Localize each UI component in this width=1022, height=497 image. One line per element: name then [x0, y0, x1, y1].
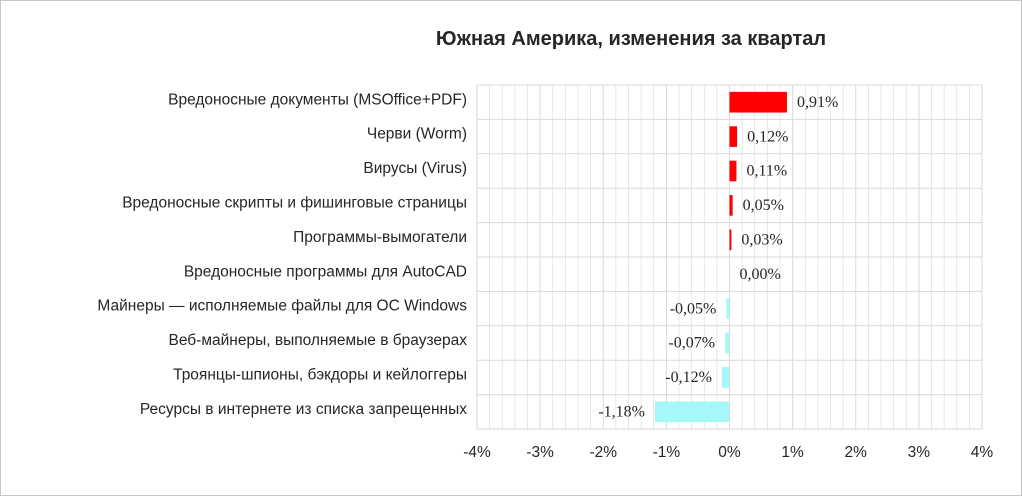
x-tick-label: -4%	[463, 444, 491, 461]
bar	[729, 126, 738, 147]
bar	[725, 332, 730, 354]
bar-layer	[655, 91, 787, 423]
data-label: 0,12%	[747, 128, 788, 145]
bar	[721, 367, 730, 388]
x-tick-label: 1%	[781, 444, 804, 461]
tick-layer: -4% -3% -2% -1% 0% 1% 2% 3% 4%	[463, 444, 993, 461]
x-tick-label: -2%	[589, 444, 617, 461]
bar	[729, 229, 732, 251]
data-label: 0,11%	[746, 163, 787, 180]
category-label: Программы-вымогатели	[293, 229, 467, 246]
bar	[729, 160, 737, 182]
x-tick-label: 2%	[845, 444, 868, 461]
category-label: Троянцы-шпионы, бэкдоры и кейлоггеры	[173, 366, 467, 383]
data-label: -0,07%	[668, 335, 715, 352]
bar	[726, 298, 730, 319]
data-label: 0,05%	[743, 197, 784, 214]
category-label: Майнеры — исполняемые файлы для ОС Windo…	[97, 298, 467, 315]
category-label: Вредоносные документы (MSOffice+PDF)	[168, 91, 467, 108]
data-label: -1,18%	[598, 403, 645, 420]
x-tick-label: 0%	[718, 444, 741, 461]
x-tick-label: 3%	[908, 444, 931, 461]
label-layer: Вредоносные документы (MSOffice+PDF) 0,91…	[97, 91, 838, 420]
bar	[655, 401, 730, 423]
grid-layer	[476, 84, 983, 430]
chart-title: Южная Америка, изменения за квартал	[435, 28, 827, 50]
bar	[729, 91, 787, 113]
category-label: Вирусы (Virus)	[363, 160, 467, 177]
category-label: Ресурсы в интернете из списка запрещенны…	[140, 401, 467, 418]
category-label: Черви (Worm)	[367, 126, 467, 143]
category-label: Вредоносные скрипты и фишинговые страниц…	[122, 194, 467, 211]
data-label: 0,03%	[741, 231, 782, 248]
bar	[729, 195, 733, 216]
data-label: -0,05%	[670, 300, 717, 317]
category-label: Вредоносные программы для AutoCAD	[184, 263, 467, 280]
x-tick-label: -1%	[653, 444, 681, 461]
data-label: 0,00%	[740, 266, 781, 283]
data-label: -0,12%	[665, 369, 712, 386]
x-tick-label: -3%	[526, 444, 554, 461]
data-label: 0,91%	[797, 94, 838, 111]
x-tick-label: 4%	[971, 444, 994, 461]
category-label: Веб-майнеры, выполняемые в браузерах	[169, 332, 468, 349]
